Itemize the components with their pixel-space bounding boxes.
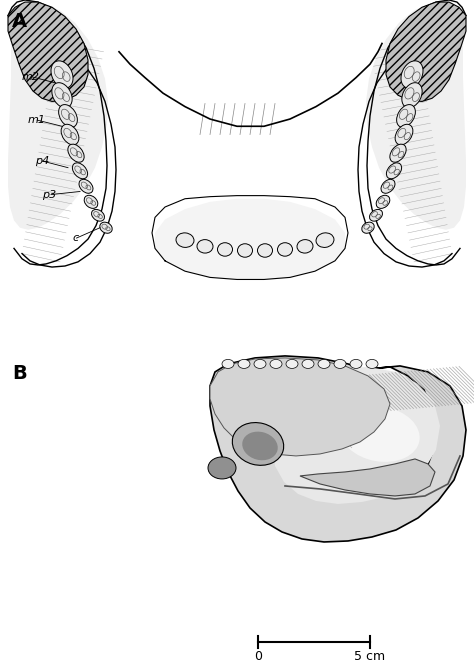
Ellipse shape — [237, 244, 253, 257]
Ellipse shape — [73, 163, 88, 179]
Ellipse shape — [68, 144, 84, 162]
Text: 5 cm: 5 cm — [355, 650, 385, 663]
Ellipse shape — [79, 179, 93, 193]
Ellipse shape — [59, 104, 77, 127]
Ellipse shape — [176, 233, 194, 248]
Ellipse shape — [218, 243, 233, 256]
Ellipse shape — [286, 359, 298, 369]
Ellipse shape — [238, 359, 250, 369]
Ellipse shape — [232, 422, 284, 465]
Ellipse shape — [242, 432, 278, 460]
Ellipse shape — [208, 457, 236, 479]
Polygon shape — [366, 2, 466, 230]
Ellipse shape — [270, 359, 282, 369]
Ellipse shape — [402, 83, 422, 108]
Ellipse shape — [302, 359, 314, 369]
Ellipse shape — [51, 61, 73, 88]
Ellipse shape — [91, 209, 104, 221]
Ellipse shape — [297, 240, 313, 253]
Ellipse shape — [340, 406, 419, 462]
Text: p4: p4 — [35, 157, 49, 167]
Ellipse shape — [376, 195, 390, 208]
Polygon shape — [386, 2, 466, 102]
Ellipse shape — [316, 233, 334, 248]
Polygon shape — [155, 199, 345, 280]
Ellipse shape — [401, 61, 423, 88]
Text: A: A — [12, 13, 27, 31]
Text: p3: p3 — [42, 190, 56, 200]
Ellipse shape — [61, 124, 79, 145]
Ellipse shape — [277, 243, 292, 256]
Ellipse shape — [362, 222, 374, 233]
Text: m1: m1 — [28, 115, 46, 125]
Ellipse shape — [254, 359, 266, 369]
Ellipse shape — [386, 163, 401, 179]
Text: 0: 0 — [254, 650, 262, 663]
Ellipse shape — [334, 359, 346, 369]
Text: c: c — [72, 233, 78, 243]
Polygon shape — [8, 2, 88, 102]
Polygon shape — [210, 358, 390, 456]
Ellipse shape — [370, 209, 383, 221]
Ellipse shape — [257, 244, 273, 257]
Polygon shape — [210, 356, 466, 542]
Polygon shape — [272, 367, 440, 504]
Ellipse shape — [366, 359, 378, 369]
Polygon shape — [300, 459, 435, 496]
Ellipse shape — [52, 83, 72, 108]
Ellipse shape — [197, 240, 213, 253]
Text: B: B — [12, 364, 27, 383]
Ellipse shape — [100, 222, 112, 233]
Ellipse shape — [397, 104, 415, 127]
Ellipse shape — [381, 179, 395, 193]
Ellipse shape — [395, 124, 413, 145]
Text: m2: m2 — [22, 72, 40, 82]
Ellipse shape — [350, 359, 362, 369]
Polygon shape — [8, 2, 108, 230]
Ellipse shape — [390, 144, 406, 162]
Ellipse shape — [318, 359, 330, 369]
Ellipse shape — [222, 359, 234, 369]
Ellipse shape — [84, 195, 98, 208]
